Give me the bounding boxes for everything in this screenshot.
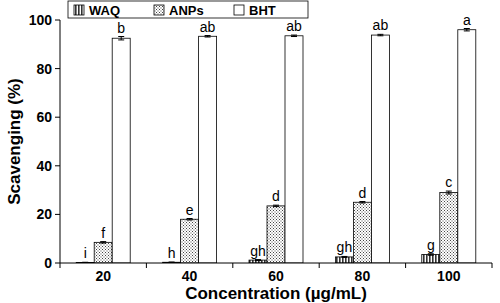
significance-letter: h: [168, 245, 176, 261]
y-axis-line: [60, 20, 61, 263]
significance-letter: e: [186, 202, 194, 218]
bar: [267, 206, 285, 263]
y-tick: [55, 165, 60, 166]
y-tick-label: 100: [29, 12, 53, 28]
significance-letter: ab: [373, 17, 389, 33]
x-tick: [146, 263, 147, 268]
y-tick: [55, 117, 60, 118]
y-tick: [55, 68, 60, 69]
x-tick-label: 40: [182, 268, 198, 284]
legend-label: BHT: [249, 3, 276, 18]
annotations: i h gh gh g f e d d c b ab ab ab a: [84, 12, 471, 262]
significance-letter: ab: [286, 18, 302, 34]
bar: [112, 38, 130, 263]
bar: [335, 257, 353, 263]
significance-letter: i: [84, 245, 87, 261]
bars: [76, 29, 476, 263]
legend-swatch: [234, 5, 244, 15]
chart: i h gh gh g f e d d c b ab ab ab a 0 20 40 60 80 100 20 40 60 80…: [0, 0, 500, 303]
bar: [440, 193, 458, 263]
error-bar: [255, 259, 261, 261]
legend-label: ANPs: [169, 3, 204, 18]
significance-letter: g: [427, 237, 435, 253]
x-tick: [319, 263, 320, 268]
bar: [458, 30, 476, 263]
error-bar: [428, 254, 434, 255]
significance-letter: a: [463, 12, 471, 28]
x-tick-label: 20: [95, 268, 111, 284]
bar: [285, 36, 303, 263]
bar: [94, 242, 112, 263]
y-tick: [55, 20, 60, 21]
significance-letter: ab: [200, 19, 216, 35]
significance-letter: d: [359, 185, 367, 201]
x-axis-line: [60, 263, 492, 264]
y-tick: [55, 214, 60, 215]
x-tick-label: 80: [355, 268, 371, 284]
y-tick-label: 80: [36, 61, 52, 77]
significance-letter: c: [445, 174, 452, 190]
legend-label: WAQ: [89, 3, 120, 18]
significance-letter: gh: [250, 243, 266, 259]
bar: [353, 202, 371, 263]
y-axis-label: Scavenging (%): [5, 78, 24, 205]
legend-frame: [68, 1, 308, 18]
legend: WAQ ANPs BHT: [68, 1, 308, 18]
bar: [199, 36, 217, 263]
x-tick: [60, 263, 61, 268]
bar: [371, 35, 389, 263]
y-tick-label: 40: [36, 158, 52, 174]
bar: [422, 254, 440, 263]
error-bar: [291, 35, 297, 36]
x-tick-label: 60: [268, 268, 284, 284]
error-bar: [118, 37, 124, 40]
error-bar: [377, 34, 383, 35]
x-axis-label: Concentration (µg/mL): [185, 284, 367, 303]
x-tick: [492, 263, 493, 268]
error-bar: [341, 256, 347, 258]
x-tick-label: 100: [437, 268, 461, 284]
error-bar: [359, 202, 365, 203]
y-tick-label: 60: [36, 109, 52, 125]
y-tick-label: 0: [44, 255, 52, 271]
bar: [181, 219, 199, 263]
y-tick-label: 20: [36, 206, 52, 222]
significance-letter: b: [117, 20, 125, 36]
significance-letter: f: [101, 225, 105, 241]
error-bar: [273, 205, 279, 206]
error-bar: [446, 191, 452, 194]
legend-swatch: [154, 5, 164, 15]
error-bar: [100, 242, 106, 243]
significance-letter: d: [272, 188, 280, 204]
x-tick: [232, 263, 233, 268]
y-tick: [55, 263, 60, 264]
legend-swatch: [74, 5, 84, 15]
significance-letter: gh: [337, 239, 353, 255]
error-bar: [187, 219, 193, 220]
error-bar: [205, 36, 211, 37]
error-bar: [464, 29, 470, 31]
x-tick: [405, 263, 406, 268]
